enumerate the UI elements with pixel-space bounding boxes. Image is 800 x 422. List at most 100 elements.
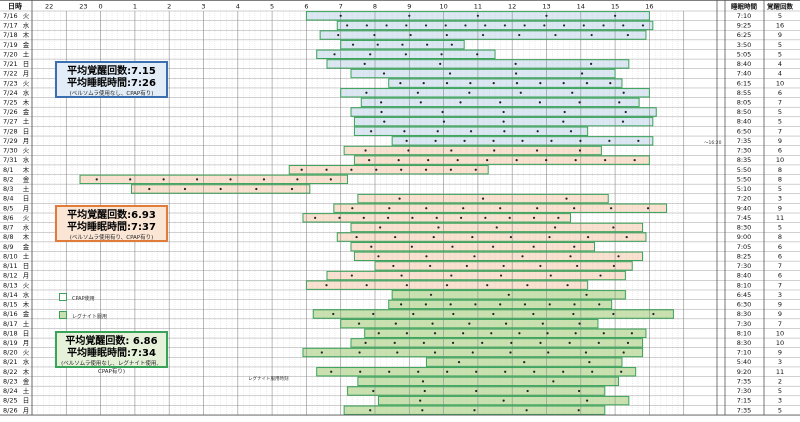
row-dow-15: 水: [23, 155, 30, 164]
row-dow-6: 月: [23, 70, 30, 78]
row-sleep-time-21: 7:45: [737, 214, 752, 222]
wake-dot-26-5: [576, 264, 579, 268]
wake-dot-28-1: [365, 284, 368, 287]
row-dow-18: 土: [23, 184, 30, 193]
row-sleep-time-9: 8:05: [737, 99, 752, 107]
wake-dot-13-7: [608, 139, 611, 142]
wake-dot-8-0: [365, 91, 368, 94]
wake-dot-23-3: [471, 235, 474, 239]
row-wakes-31: 9: [778, 310, 782, 318]
wake-dot-20-1: [388, 207, 391, 210]
wake-dot-22-0: [379, 226, 382, 229]
wake-dot-38-1: [552, 380, 555, 383]
hour-tick-15: 13: [542, 3, 550, 11]
sleep-fill-7-30: [344, 146, 602, 155]
row-wakes-20: 9: [778, 204, 782, 212]
wake-dot-31-1: [372, 312, 375, 316]
hour-tick-18: 16: [645, 3, 653, 11]
row-sleep-time-6: 7:40: [737, 70, 752, 78]
wake-dot-13-5: [550, 139, 553, 142]
wake-dot-22-2: [495, 226, 498, 229]
wake-dot-24-0: [370, 245, 373, 248]
row-sleep-time-27: 8:40: [737, 272, 752, 280]
wake-dot-21-3: [386, 216, 390, 219]
row-dow-4: 土: [23, 49, 30, 58]
wake-dot-11-2: [502, 120, 505, 123]
wake-dot-37-8: [562, 370, 565, 373]
wake-dot-27-2: [450, 274, 453, 277]
row-date-40: 8/25: [3, 397, 18, 405]
wake-dot-11-1: [442, 120, 446, 123]
wake-dot-0-3: [545, 14, 548, 17]
wake-dot-21-8: [508, 216, 511, 219]
row-wakes-24: 6: [778, 243, 782, 251]
row-sleep-time-39: 7:30: [737, 387, 752, 395]
wake-dot-25-1: [425, 255, 428, 258]
row-dow-9: 木: [23, 98, 30, 107]
wake-dot-27-4: [549, 274, 552, 277]
wake-dot-18-4: [290, 187, 294, 191]
wake-dot-34-3: [451, 341, 455, 344]
row-dow-1: 水: [23, 21, 30, 30]
wake-dot-37-3: [417, 370, 420, 373]
wake-dot-21-9: [532, 216, 536, 219]
wake-dot-2-4: [481, 33, 485, 37]
wake-dot-35-4: [471, 351, 474, 354]
wake-dot-33-4: [490, 332, 493, 335]
wake-dot-11-0: [383, 120, 386, 123]
row-dow-35: 火: [23, 349, 30, 357]
row-sleep-time-40: 7:15: [737, 397, 752, 405]
row-wakes-39: 5: [778, 387, 782, 395]
wake-dot-25-2: [473, 255, 476, 258]
row-dow-27: 月: [23, 272, 30, 280]
wake-dot-30-8: [598, 303, 601, 306]
wake-dot-35-0: [320, 351, 323, 354]
wake-dot-2-6: [554, 33, 557, 37]
sleep-fill-8-2: [80, 175, 348, 184]
wake-dot-21-6: [459, 216, 463, 219]
wake-dot-22-4: [612, 226, 615, 229]
row-sleep-time-35: 7:10: [737, 349, 752, 357]
wake-dot-7-4: [492, 82, 495, 85]
row-sleep-time-3: 3:50: [737, 41, 752, 49]
sleep-bar-2: [319, 30, 647, 40]
row-dow-38: 金: [23, 376, 30, 385]
wake-dot-28-6: [566, 284, 569, 287]
row-wakes-41: 5: [778, 406, 782, 414]
sleep-bar-15: [353, 155, 650, 165]
wake-dot-37-5: [475, 370, 478, 373]
wake-dot-4-3: [440, 53, 443, 56]
row-wakes-36: 3: [778, 358, 782, 366]
hour-tick-6: 4: [236, 3, 240, 11]
wake-dot-2-1: [373, 33, 376, 37]
wake-dot-7-9: [609, 82, 612, 85]
wake-dot-15-2: [427, 159, 430, 162]
row-date-7: 7/23: [3, 79, 18, 87]
wake-dot-37-4: [446, 370, 449, 373]
sleep-bar-21: [302, 213, 572, 223]
wake-dot-28-0: [325, 284, 328, 287]
wake-dot-35-2: [396, 351, 399, 354]
sleep-bar-30: [388, 299, 613, 310]
wake-dot-37-10: [620, 370, 623, 373]
wake-dot-40-2: [585, 399, 589, 402]
wake-dot-2-5: [518, 33, 521, 37]
wake-dot-3-4: [450, 43, 453, 46]
wake-dot-16-3: [375, 168, 378, 171]
wake-dot-20-2: [425, 207, 428, 210]
row-date-8: 7/24: [3, 89, 18, 97]
wake-dot-13-0: [405, 139, 408, 142]
wake-dot-33-3: [462, 332, 465, 335]
wake-dot-41-0: [369, 409, 372, 412]
row-date-41: 8/26: [3, 406, 18, 414]
wake-dot-33-1: [405, 332, 408, 335]
wake-dot-39-2: [475, 389, 478, 393]
row-date-33: 8/18: [3, 329, 18, 337]
wake-dot-19-1: [481, 197, 485, 200]
wake-dot-39-4: [577, 389, 581, 393]
wake-dot-39-3: [526, 389, 529, 393]
wake-dot-26-4: [539, 264, 542, 268]
wake-dot-9-1: [419, 101, 422, 104]
row-date-4: 7/20: [3, 50, 18, 58]
row-sleep-time-11: 8:40: [737, 118, 752, 126]
